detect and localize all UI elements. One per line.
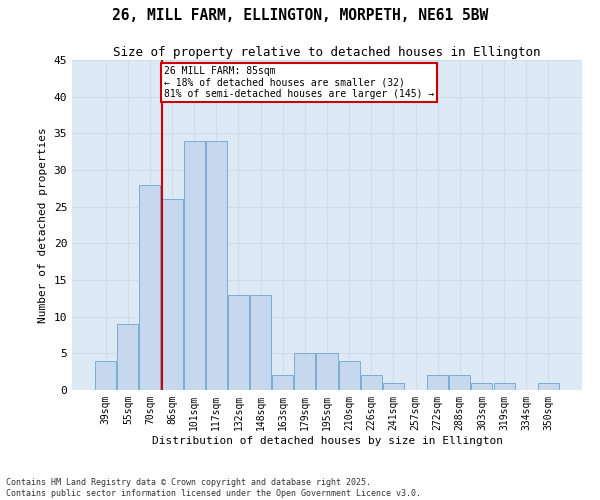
- Text: 26 MILL FARM: 85sqm
← 18% of detached houses are smaller (32)
81% of semi-detach: 26 MILL FARM: 85sqm ← 18% of detached ho…: [164, 66, 434, 99]
- Bar: [228, 294, 249, 390]
- Bar: [250, 294, 271, 390]
- Bar: [338, 360, 359, 390]
- Bar: [427, 376, 448, 390]
- Bar: [161, 200, 182, 390]
- Bar: [316, 354, 338, 390]
- Bar: [184, 140, 205, 390]
- Bar: [494, 382, 515, 390]
- Bar: [538, 382, 559, 390]
- Text: Contains HM Land Registry data © Crown copyright and database right 2025.
Contai: Contains HM Land Registry data © Crown c…: [6, 478, 421, 498]
- Bar: [449, 376, 470, 390]
- Text: 26, MILL FARM, ELLINGTON, MORPETH, NE61 5BW: 26, MILL FARM, ELLINGTON, MORPETH, NE61 …: [112, 8, 488, 22]
- Bar: [361, 376, 382, 390]
- Bar: [383, 382, 404, 390]
- Bar: [295, 354, 316, 390]
- Bar: [95, 360, 116, 390]
- Bar: [206, 140, 227, 390]
- Bar: [472, 382, 493, 390]
- Bar: [272, 376, 293, 390]
- Y-axis label: Number of detached properties: Number of detached properties: [38, 127, 48, 323]
- Bar: [139, 184, 160, 390]
- Title: Size of property relative to detached houses in Ellington: Size of property relative to detached ho…: [113, 46, 541, 59]
- X-axis label: Distribution of detached houses by size in Ellington: Distribution of detached houses by size …: [151, 436, 503, 446]
- Bar: [118, 324, 139, 390]
